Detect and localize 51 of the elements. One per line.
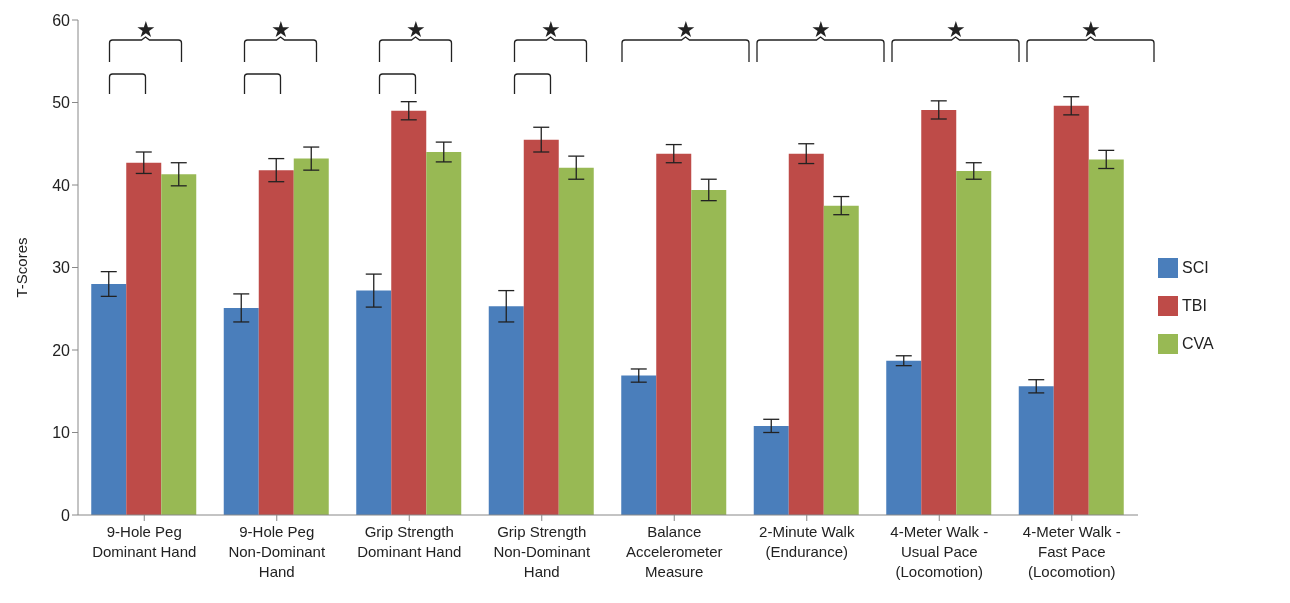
y-tick-label: 0 xyxy=(61,506,71,524)
legend-label: CVA xyxy=(1182,334,1214,352)
bar xyxy=(223,307,259,515)
bar xyxy=(523,139,559,515)
annotation: ★ xyxy=(945,17,966,42)
legend-label: TBI xyxy=(1182,296,1207,314)
x-tick-label: Grip Strength Dominant Hand xyxy=(357,523,462,560)
bar xyxy=(258,170,294,515)
bar xyxy=(391,110,427,515)
bar xyxy=(886,360,922,515)
x-tick-label: Balance Accelerometer Measure xyxy=(625,523,723,580)
bar xyxy=(921,109,957,515)
annotation: ★ xyxy=(810,17,831,42)
annotation: ★ xyxy=(1080,17,1101,42)
bar xyxy=(293,158,329,515)
y-tick-label: 40 xyxy=(52,176,71,194)
bar xyxy=(356,290,392,515)
annotation: ★ xyxy=(270,17,291,42)
x-tick-label: 4-Meter Walk - Fast Pace (Locomotion) xyxy=(1022,523,1121,580)
bar xyxy=(426,152,462,515)
x-tick-label: Grip Strength Non-Dominant Hand xyxy=(493,523,591,580)
bar xyxy=(558,167,594,515)
bar xyxy=(691,189,727,515)
bar xyxy=(788,153,824,515)
annotation: ★ xyxy=(135,17,156,42)
legend-label: SCI xyxy=(1182,258,1209,276)
bar xyxy=(621,375,657,515)
x-tick-label: 4-Meter Walk - Usual Pace (Locomotion) xyxy=(890,523,989,580)
y-tick-label: 50 xyxy=(52,94,71,112)
annotation: ★ xyxy=(540,17,561,42)
y-tick-label: 60 xyxy=(52,11,71,29)
x-tick-label: 9-Hole Peg Dominant Hand xyxy=(92,523,197,560)
bar xyxy=(656,153,692,515)
bar xyxy=(1088,159,1124,515)
bar xyxy=(823,205,859,515)
x-tick-label: 9-Hole Peg Non-Dominant Hand xyxy=(228,523,326,580)
bar xyxy=(126,162,162,515)
annotation: ★ xyxy=(675,17,696,42)
bar xyxy=(753,425,789,515)
bar xyxy=(1018,386,1054,515)
bar xyxy=(956,170,992,515)
y-tick-label: 10 xyxy=(52,424,71,442)
bar xyxy=(91,284,127,515)
annotation: ★ xyxy=(405,17,426,42)
bar xyxy=(1053,105,1089,515)
y-tick-label: 20 xyxy=(52,341,71,359)
bar xyxy=(161,174,197,515)
y-tick-label: 30 xyxy=(52,259,71,277)
x-tick-label: 2-Minute Walk (Endurance) xyxy=(759,523,855,560)
y-axis-title: T-Scores xyxy=(13,237,31,298)
bar xyxy=(488,306,524,515)
